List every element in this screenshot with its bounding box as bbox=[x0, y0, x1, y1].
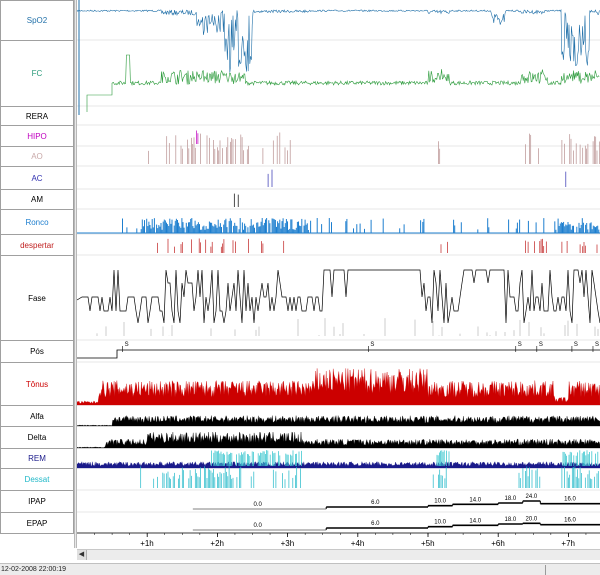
alfa-trace bbox=[77, 415, 600, 427]
status-datetime: 12-02-2008 22:00:19 bbox=[1, 566, 66, 573]
pos-mark-label-2: S bbox=[518, 342, 522, 348]
ipap: 0.0 6.0 10.0 14.0 18.0 24.0 16.0 bbox=[192, 494, 600, 510]
ipap-step-label-2: 10.0 bbox=[434, 499, 446, 505]
channel-label-rera[interactable]: RERA bbox=[0, 106, 74, 126]
scroll-left-arrow-icon[interactable]: ◀ bbox=[77, 550, 87, 560]
time-tick-label-3: +4h bbox=[351, 539, 365, 548]
time-tick-label-6: +7h bbox=[561, 539, 575, 548]
pos-line bbox=[77, 349, 600, 359]
am-events bbox=[233, 193, 239, 207]
ronco-events bbox=[122, 218, 600, 233]
hipo-events bbox=[196, 130, 199, 144]
ac-events bbox=[267, 169, 567, 187]
channel-label-fc[interactable]: FC bbox=[0, 40, 74, 107]
epap-step-label-4: 18.0 bbox=[504, 517, 516, 523]
panel-splitter[interactable] bbox=[74, 0, 77, 548]
epap-step-label-5: 20.0 bbox=[526, 516, 538, 522]
ipap-step-label-6: 16.0 bbox=[564, 497, 576, 503]
despertar-events bbox=[157, 238, 598, 253]
channel-label-dessat[interactable]: Dessat bbox=[0, 468, 74, 491]
pos-mark-label-0: S bbox=[125, 342, 129, 348]
time-tick-label-1: +2h bbox=[210, 539, 224, 548]
channel-label-am[interactable]: AM bbox=[0, 189, 74, 210]
channel-label-tonus[interactable]: Tônus bbox=[0, 362, 74, 406]
channel-label-ao[interactable]: AO bbox=[0, 146, 74, 167]
rem-cyan-overlay bbox=[210, 450, 599, 466]
horizontal-scrollbar[interactable]: ◀ bbox=[77, 549, 600, 560]
pos-mark-label-3: S bbox=[539, 342, 543, 348]
epap-step-label-6: 16.0 bbox=[564, 518, 576, 524]
ipap-step-label-5: 24.0 bbox=[526, 494, 538, 500]
epap-step-label-3: 14.0 bbox=[469, 518, 481, 524]
pos-mark-label-1: S bbox=[370, 342, 374, 348]
channel-label-spo2[interactable]: SpO2 bbox=[0, 0, 74, 41]
signal-traces bbox=[77, 0, 600, 488]
channel-label-epap[interactable]: EPAP bbox=[0, 512, 74, 534]
channel-band-lines bbox=[77, 39, 600, 534]
channel-label-pos[interactable]: Pós bbox=[0, 340, 74, 363]
channel-label-alfa[interactable]: Alfa bbox=[0, 405, 74, 427]
delta-trace bbox=[77, 431, 600, 449]
channel-label-hipo[interactable]: HIPO bbox=[0, 125, 74, 147]
fc-trace bbox=[86, 54, 600, 112]
ipap-step-label-0: 0.0 bbox=[254, 502, 263, 508]
status-separator bbox=[545, 565, 546, 575]
time-tick-label-5: +6h bbox=[491, 539, 505, 548]
ipap-step-label-1: 6.0 bbox=[371, 500, 380, 506]
channel-label-ipap[interactable]: IPAP bbox=[0, 490, 74, 513]
ipap-step-label-3: 14.0 bbox=[469, 497, 481, 503]
pos-mark-label-4: S bbox=[574, 342, 578, 348]
fase-minor-ticks bbox=[96, 318, 599, 336]
time-axis: +1h +2h +3h +4h +5h +6h +7h bbox=[77, 532, 600, 548]
pos-mark-label-5: S bbox=[595, 342, 599, 348]
time-tick-label-0: +1h bbox=[140, 539, 154, 548]
channel-label-delta[interactable]: Delta bbox=[0, 426, 74, 449]
rem-trace bbox=[77, 461, 600, 469]
channel-label-despertar[interactable]: despertar bbox=[0, 234, 74, 256]
channel-label-ac[interactable]: AC bbox=[0, 166, 74, 190]
time-tick-label-4: +5h bbox=[421, 539, 435, 548]
dessat-events bbox=[140, 466, 599, 488]
tonus-trace bbox=[77, 368, 600, 406]
time-tick-label-2: +3h bbox=[281, 539, 295, 548]
plot-overlays: S S S S S S 0.0 6.0 10.0 14.0 18.0 24.0 16.0 0.0 6.0 10… bbox=[122, 342, 600, 531]
status-bar: 12-02-2008 22:00:19 bbox=[0, 563, 600, 575]
epap: 0.0 6.0 10.0 14.0 18.0 20.0 16.0 bbox=[192, 516, 600, 531]
channel-label-fase[interactable]: Fase bbox=[0, 255, 74, 341]
channel-label-ronco[interactable]: Ronco bbox=[0, 209, 74, 235]
ao-events bbox=[148, 132, 600, 164]
epap-step-label-1: 6.0 bbox=[371, 521, 380, 527]
ipap-step-label-4: 18.0 bbox=[504, 496, 516, 502]
epap-step-label-2: 10.0 bbox=[434, 520, 446, 526]
channel-label-rem[interactable]: REM bbox=[0, 448, 74, 469]
hypnogram-plot: S S S S S S 0.0 6.0 10.0 14.0 18.0 24.0 16.0 0.0 6.0 10… bbox=[77, 0, 600, 548]
spo2-trace bbox=[77, 9, 600, 73]
epap-step-label-0: 0.0 bbox=[254, 523, 263, 529]
fase-hypnogram bbox=[77, 269, 600, 324]
